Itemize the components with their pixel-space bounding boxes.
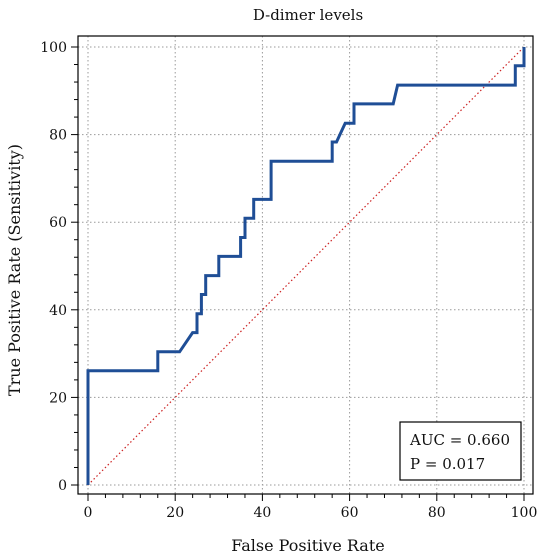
y-tick-label: 0 <box>58 478 67 494</box>
auc-annotation-box: AUC = 0.660 P = 0.017 <box>399 421 522 481</box>
x-tick-label: 40 <box>253 505 271 521</box>
y-tick-label: 20 <box>49 390 67 406</box>
reference-diagonal-line <box>87 46 525 486</box>
x-tick-label: 20 <box>166 505 184 521</box>
y-axis-label: True Positive Rate (Sensitivity) <box>5 144 24 396</box>
chart-title: D-dimer levels <box>253 6 363 24</box>
roc-curve-line <box>86 47 526 485</box>
p-value-text: P = 0.017 <box>410 455 485 473</box>
auc-value-text: AUC = 0.660 <box>409 431 510 449</box>
y-tick-label: 60 <box>49 215 67 231</box>
x-tick-label: 100 <box>511 505 538 521</box>
annotation-frame <box>399 421 522 481</box>
x-tick-label: 80 <box>428 505 446 521</box>
x-tick-label: 60 <box>341 505 359 521</box>
y-tick-label: 80 <box>49 128 67 144</box>
grid <box>78 36 533 494</box>
axis-tick-labels: 0 20 40 60 80 100 0 20 40 60 80 100 <box>40 40 537 521</box>
y-tick-label: 40 <box>49 303 67 319</box>
plot-frame <box>77 35 534 495</box>
x-axis-label: False Positive Rate <box>231 536 385 555</box>
x-tick-label: 0 <box>84 505 93 521</box>
y-tick-label: 100 <box>40 40 67 56</box>
axis-ticks <box>71 46 525 501</box>
